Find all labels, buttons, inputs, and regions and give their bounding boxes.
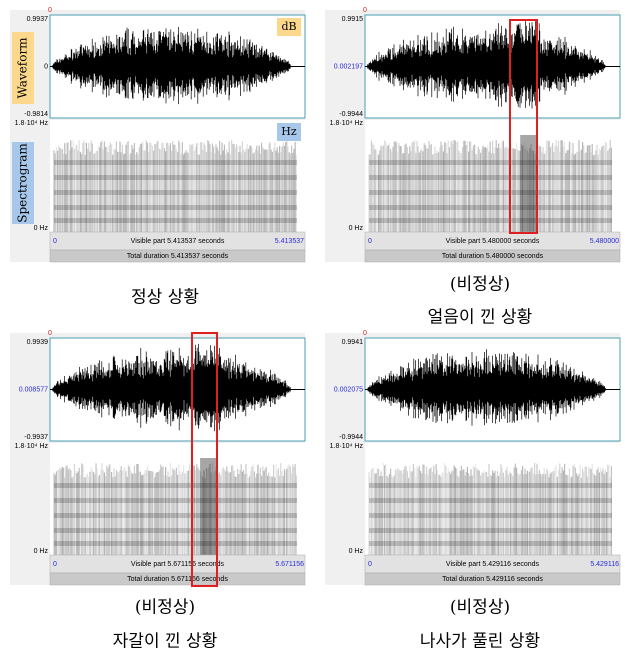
- waveform-tag-label: Waveform: [16, 37, 30, 99]
- y-top-label: 0.9941: [342, 339, 364, 346]
- spectrogram-band: [369, 160, 612, 165]
- visible-label: Visible part 5.671156 seconds: [131, 561, 225, 568]
- spectrogram-unit: Hz: [281, 125, 297, 138]
- freq-top-label: 1.8·10⁴ Hz: [15, 443, 49, 450]
- freq-top-label: 1.8·10⁴ Hz: [330, 120, 364, 127]
- y-mid-label: 0: [44, 63, 48, 70]
- y-bottom-label: -0.9937: [24, 434, 48, 441]
- spectrogram-band: [54, 513, 297, 518]
- caption: (비정상): [135, 598, 195, 618]
- caption: 얼음이 낀 상황: [428, 308, 533, 328]
- spectrogram-band: [54, 190, 297, 195]
- figure: 0 0.9937 0 -0.9814 1.8·10⁴ Hz 0 Hz 0 Visible pa…: [0, 0, 625, 655]
- spectrogram-band: [54, 218, 297, 223]
- cursor-label: 0: [48, 7, 52, 14]
- spectrogram-band: [369, 205, 612, 210]
- y-top-label: 0.9915: [342, 16, 364, 23]
- visible-label: Visible part 5.413537 seconds: [131, 238, 225, 245]
- y-top-label: 0.9937: [27, 16, 49, 23]
- total-label: Total duration 5.671156 seconds: [127, 576, 228, 583]
- spectrogram-band: [369, 483, 612, 488]
- visible-label: Visible part 5.480000 seconds: [446, 238, 540, 245]
- caption: (비정상): [450, 598, 510, 618]
- cursor-label: 0: [363, 330, 367, 337]
- cursor-label: 0: [363, 7, 367, 14]
- spectrogram-band: [54, 498, 297, 503]
- spectrogram-band: [369, 218, 612, 223]
- caption: 정상 상황: [131, 288, 199, 308]
- y-top-label: 0.9939: [27, 339, 49, 346]
- freq-bottom-label: 0 Hz: [34, 225, 49, 232]
- y-bottom-label: -0.9944: [339, 434, 363, 441]
- page: 0 0.9937 0 -0.9814 1.8·10⁴ Hz 0 Hz 0 Visible pa…: [0, 0, 625, 655]
- cursor-label: 0: [48, 330, 52, 337]
- spectrogram-peak: [200, 458, 216, 555]
- total-label: Total duration 5.413537 seconds: [127, 253, 229, 260]
- x-start-label: 0: [368, 561, 372, 568]
- y-bottom-label: -0.9814: [24, 111, 48, 118]
- x-start-label: 0: [53, 561, 57, 568]
- freq-top-label: 1.8·10⁴ Hz: [15, 120, 49, 127]
- spectrogram-band: [369, 498, 612, 503]
- spectrogram-band: [369, 528, 612, 533]
- y-mid-label: 0.008577: [19, 386, 48, 393]
- spectrogram-band: [54, 528, 297, 533]
- y-bottom-label: -0.9944: [339, 111, 363, 118]
- spectrogram-band: [369, 175, 612, 180]
- panel: 0 0.9941 0.002075 -0.9944 1.8·10⁴ Hz 0 Hz 0 Vis…: [325, 330, 620, 585]
- waveform-unit: dB: [281, 20, 296, 33]
- caption: (비정상): [450, 275, 510, 295]
- spectrogram-band: [54, 483, 297, 488]
- freq-bottom-label: 0 Hz: [34, 548, 49, 555]
- spectrogram-band: [369, 190, 612, 195]
- spectrogram-peak: [520, 135, 536, 232]
- freq-bottom-label: 0 Hz: [349, 225, 364, 232]
- spectrogram-band: [369, 513, 612, 518]
- visible-label: Visible part 5.429116 seconds: [446, 561, 540, 568]
- y-mid-label: 0.002075: [334, 386, 363, 393]
- x-end-label: 5.429116: [590, 561, 619, 568]
- panel: 0 0.9937 0 -0.9814 1.8·10⁴ Hz 0 Hz 0 Visible pa…: [10, 7, 305, 262]
- total-label: Total duration 5.480000 seconds: [442, 253, 544, 260]
- freq-top-label: 1.8·10⁴ Hz: [330, 443, 364, 450]
- x-end-label: 5.413537: [275, 238, 304, 245]
- x-end-label: 5.671156: [275, 561, 304, 568]
- spectrogram-band: [54, 160, 297, 165]
- total-label: Total duration 5.429116 seconds: [442, 576, 543, 583]
- spectrogram-band: [369, 541, 612, 546]
- freq-bottom-label: 0 Hz: [349, 548, 364, 555]
- x-start-label: 0: [368, 238, 372, 245]
- spectrogram-band: [54, 205, 297, 210]
- spectrogram-band: [54, 175, 297, 180]
- caption: 나사가 풀린 상황: [420, 632, 540, 652]
- panel: 0 0.9915 0.002197 -0.9944 1.8·10⁴ Hz 0 Hz 0 Vis…: [325, 7, 620, 262]
- spectrogram-band: [54, 541, 297, 546]
- caption: 자갈이 낀 상황: [113, 632, 218, 652]
- x-end-label: 5.480000: [590, 238, 619, 245]
- x-start-label: 0: [53, 238, 57, 245]
- panel: 0 0.9939 0.008577 -0.9937 1.8·10⁴ Hz 0 Hz 0 Vis…: [10, 330, 305, 586]
- spectrogram-tag-label: Spectrogram: [16, 143, 30, 223]
- y-mid-label: 0.002197: [334, 63, 363, 70]
